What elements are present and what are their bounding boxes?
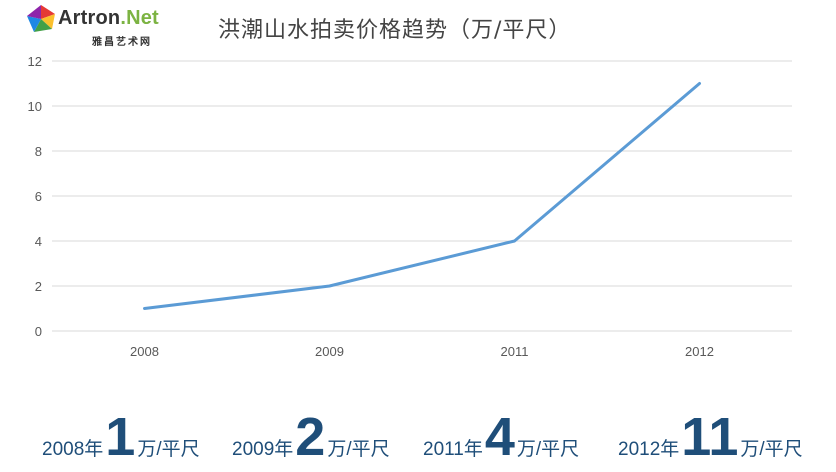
artron-logo-icon [27,5,55,32]
y-axis-ticks: 0 2 4 6 8 10 12 [28,54,42,339]
y-tick-label: 0 [35,324,42,339]
y-tick-label: 12 [28,54,42,69]
x-tick-label: 2011 [501,344,529,359]
summary-year: 2008年 [42,439,104,460]
line-chart: 0 2 4 6 8 10 12 2008 2009 2011 2012 [28,54,792,359]
artron-logo: Artron.Net 雅昌艺术网 [26,3,176,48]
x-tick-label: 2008 [130,344,159,359]
y-tick-label: 8 [35,144,42,159]
summary-value: 11 [681,407,739,467]
summary-year: 2012年 [618,439,680,460]
chart-title: 洪潮山水拍卖价格趋势（万/平尺） [218,18,572,43]
chart-gridlines [52,60,792,332]
series-line [143,82,701,310]
logo-name: Artron.Net [58,7,159,29]
summary-year: 2009年 [232,439,294,460]
summary-value: 4 [484,407,515,467]
summary-value: 1 [105,407,136,467]
summary-value: 2 [295,407,326,467]
summary-item: 2012年11 万/平尺 [618,410,803,464]
chart-series [143,82,701,310]
summary-item: 2008年1 万/平尺 [42,410,200,464]
summary-item: 2011年4 万/平尺 [423,410,579,464]
summary-unit: 万/平尺 [327,439,390,460]
summary-unit: 万/平尺 [740,439,803,460]
y-tick-label: 10 [28,99,42,114]
logo-subtitle: 雅昌艺术网 [92,37,152,48]
y-tick-label: 2 [35,279,42,294]
y-tick-label: 6 [35,189,42,204]
summary-unit: 万/平尺 [516,439,580,460]
price-summary: 2008年1 万/平尺 2009年2 万/平尺 2011年4 万/平尺 2012年11 万/平… [0,404,836,472]
x-axis-ticks: 2008 2009 2011 2012 [130,344,714,359]
summary-year: 2011年 [423,439,483,460]
summary-unit: 万/平尺 [137,439,200,460]
x-tick-label: 2009 [315,344,344,359]
y-tick-label: 4 [35,234,42,249]
x-tick-label: 2012 [685,344,714,359]
summary-item: 2009年2 万/平尺 [232,410,390,464]
